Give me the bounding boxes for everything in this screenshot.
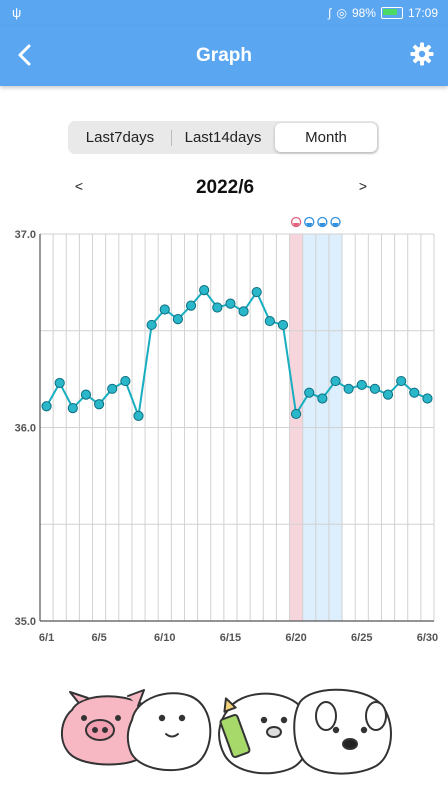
temperature-chart: 35.0 36.0 37.0 6/1 6/5 6/10 6/15 6/20 6/25 6/30 bbox=[15, 216, 438, 644]
white-blob-character-icon bbox=[126, 692, 212, 772]
x-tick-label: 6/10 bbox=[154, 632, 175, 644]
y-tick-label: 35.0 bbox=[15, 616, 36, 628]
water-drop-icon-fill bbox=[332, 223, 339, 226]
bluetooth-icon: ∫ bbox=[328, 6, 332, 20]
y-tick-label: 36.0 bbox=[15, 423, 36, 435]
range-option-last7days[interactable]: Last7days bbox=[85, 129, 155, 146]
data-point bbox=[369, 383, 380, 394]
range-option-month[interactable]: Month bbox=[275, 123, 377, 152]
prev-month-button[interactable]: < bbox=[74, 178, 84, 194]
dog-character-icon bbox=[293, 688, 392, 775]
back-arrow-icon[interactable] bbox=[12, 41, 40, 69]
data-point bbox=[277, 319, 289, 331]
data-point bbox=[212, 302, 223, 313]
data-point bbox=[133, 410, 144, 421]
range-option-last14days[interactable]: Last14days bbox=[184, 129, 262, 146]
data-point bbox=[396, 375, 407, 387]
page-title: Graph bbox=[196, 45, 252, 66]
data-point bbox=[238, 306, 249, 317]
period-drop-icon-fill bbox=[293, 223, 300, 226]
seal-character-icon bbox=[218, 692, 311, 775]
data-point bbox=[172, 314, 183, 325]
data-point bbox=[409, 387, 420, 398]
water-drop-icon-fill bbox=[306, 223, 313, 226]
data-point bbox=[107, 383, 118, 394]
data-point bbox=[199, 285, 210, 296]
data-point bbox=[343, 383, 354, 394]
data-point bbox=[251, 286, 262, 298]
x-tick-label: 6/30 bbox=[417, 632, 438, 644]
data-point bbox=[94, 399, 105, 410]
data-point bbox=[317, 393, 328, 404]
data-point bbox=[146, 319, 157, 331]
usb-icon: ψ bbox=[12, 5, 22, 20]
data-point bbox=[41, 401, 52, 412]
battery-percent: 98% bbox=[351, 6, 376, 20]
app-bar: Graph bbox=[0, 26, 448, 86]
gear-icon[interactable] bbox=[410, 42, 434, 66]
x-tick-label: 6/25 bbox=[351, 632, 372, 644]
x-tick-label: 6/1 bbox=[39, 632, 54, 644]
data-point bbox=[422, 393, 433, 404]
data-point bbox=[67, 403, 78, 414]
x-tick-label: 6/5 bbox=[91, 632, 106, 644]
data-point bbox=[291, 408, 302, 420]
data-point bbox=[120, 375, 131, 387]
clock: 17:09 bbox=[407, 6, 438, 20]
wifi-icon: ◎ bbox=[336, 6, 347, 20]
data-point bbox=[80, 389, 92, 400]
data-point bbox=[225, 298, 236, 309]
segment-divider bbox=[171, 130, 172, 146]
next-month-button[interactable]: > bbox=[358, 178, 368, 194]
data-point bbox=[304, 387, 315, 398]
water-drop-icon-fill bbox=[319, 223, 326, 226]
data-point bbox=[356, 379, 367, 391]
month-label: 2022/6 bbox=[195, 177, 255, 198]
data-point bbox=[264, 315, 275, 327]
data-point bbox=[382, 389, 394, 400]
mascot-illustration bbox=[61, 688, 392, 775]
x-tick-label: 6/20 bbox=[285, 632, 306, 644]
x-tick-label: 6/15 bbox=[220, 632, 241, 644]
data-point bbox=[54, 377, 65, 389]
range-selector: Last7days Last14days Month bbox=[68, 121, 379, 154]
data-point bbox=[185, 300, 197, 311]
data-point bbox=[330, 375, 341, 387]
y-tick-label: 37.0 bbox=[15, 229, 36, 241]
data-point bbox=[159, 304, 170, 315]
battery-icon bbox=[380, 7, 403, 19]
status-bar: ψ ∫ ◎ 98% 17:09 bbox=[0, 0, 448, 26]
